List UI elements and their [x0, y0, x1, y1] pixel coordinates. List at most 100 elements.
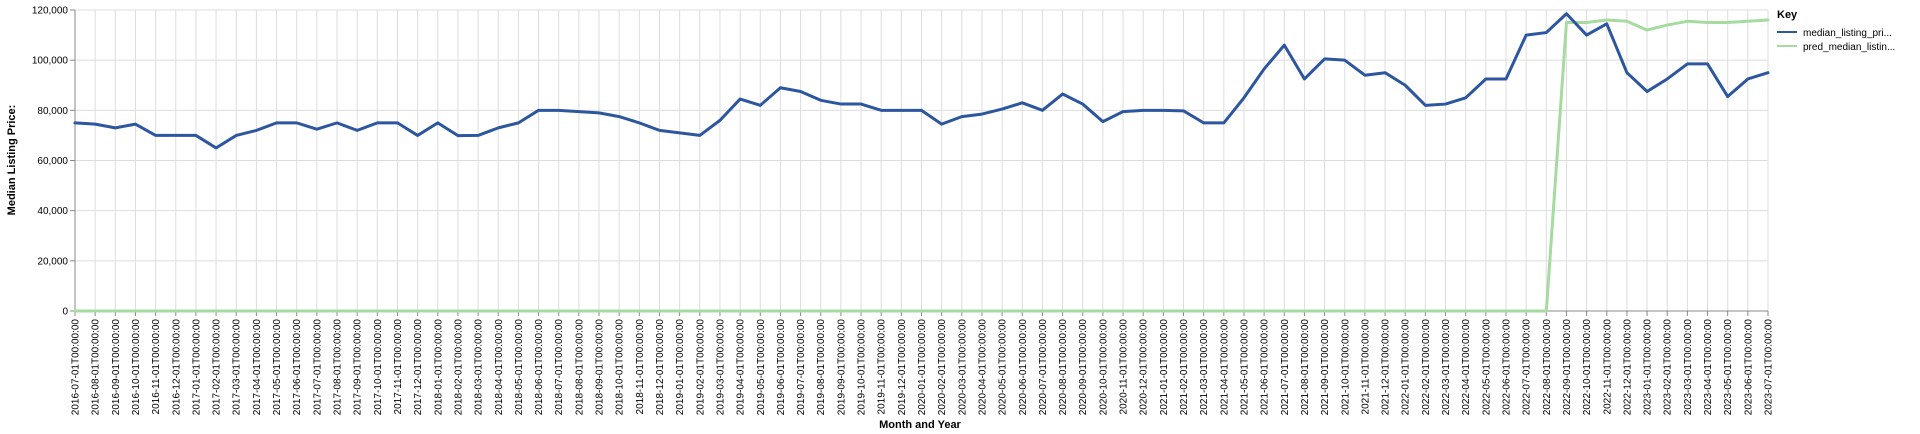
x-tick-label: 2021-06-01T00:00:00	[1260, 319, 1271, 416]
x-tick-label: 2019-06-01T00:00:00	[776, 319, 787, 416]
x-tick-label: 2022-02-01T00:00:00	[1421, 319, 1432, 416]
legend-label-median: median_listing_pri...	[1803, 28, 1892, 39]
x-tick-label: 2021-04-01T00:00:00	[1219, 319, 1230, 416]
y-tick-label: 80,000	[37, 106, 68, 117]
x-tick-label: 2019-09-01T00:00:00	[836, 319, 847, 416]
x-tick-label: 2019-10-01T00:00:00	[857, 319, 868, 416]
x-tick-label: 2021-03-01T00:00:00	[1199, 319, 1210, 416]
series-line-pred-median-listing-price	[73, 18, 1770, 313]
x-tick-label: 2020-11-01T00:00:00	[1119, 319, 1130, 415]
x-tick-label: 2018-08-01T00:00:00	[574, 319, 585, 416]
x-tick-label: 2017-05-01T00:00:00	[272, 319, 283, 416]
x-tick-label: 2016-11-01T00:00:00	[151, 319, 162, 415]
x-tick-label: 2018-05-01T00:00:00	[514, 319, 525, 416]
x-tick-label: 2022-09-01T00:00:00	[1562, 319, 1573, 416]
x-tick-label: 2021-11-01T00:00:00	[1360, 319, 1371, 415]
x-tick-label: 2018-02-01T00:00:00	[453, 319, 464, 416]
x-tick-label: 2017-10-01T00:00:00	[373, 319, 384, 416]
x-tick-label: 2018-09-01T00:00:00	[595, 319, 606, 416]
x-tick-label: 2018-03-01T00:00:00	[474, 319, 485, 416]
x-tick-label: 2021-12-01T00:00:00	[1381, 319, 1392, 416]
x-tick-label: 2022-06-01T00:00:00	[1501, 319, 1512, 416]
x-tick-label: 2020-02-01T00:00:00	[937, 319, 948, 416]
x-tick-label: 2023-03-01T00:00:00	[1683, 319, 1694, 416]
x-tick-label: 2017-11-01T00:00:00	[393, 319, 404, 415]
x-tick-label: 2022-05-01T00:00:00	[1481, 319, 1492, 416]
x-tick-label: 2018-04-01T00:00:00	[494, 319, 505, 416]
x-tick-label: 2019-07-01T00:00:00	[796, 319, 807, 416]
x-tick-label: 2021-10-01T00:00:00	[1340, 319, 1351, 416]
x-tick-label: 2022-01-01T00:00:00	[1401, 319, 1412, 416]
x-tick-label: 2020-05-01T00:00:00	[998, 319, 1009, 416]
x-tick-label: 2021-08-01T00:00:00	[1300, 319, 1311, 416]
x-tick-label: 2017-02-01T00:00:00	[212, 319, 223, 416]
x-tick-label: 2020-08-01T00:00:00	[1058, 319, 1069, 416]
x-tick-label: 2020-12-01T00:00:00	[1139, 319, 1150, 416]
y-axis: 0 20,000 40,000 60,000 80,000 100,000 120,000	[32, 6, 76, 318]
y-tick-label: 60,000	[37, 156, 68, 167]
y-tick-label: 20,000	[37, 256, 68, 267]
x-tick-label: 2019-05-01T00:00:00	[756, 319, 767, 416]
x-tick-label: 2020-10-01T00:00:00	[1098, 319, 1109, 416]
x-tick-label: 2022-04-01T00:00:00	[1461, 319, 1472, 416]
x-tick-label: 2022-03-01T00:00:00	[1441, 319, 1452, 416]
x-tick-label: 2020-06-01T00:00:00	[1018, 319, 1029, 416]
x-tick-label: 2022-11-01T00:00:00	[1602, 319, 1613, 415]
x-tick-label: 2018-01-01T00:00:00	[433, 319, 444, 416]
x-tick-label: 2023-01-01T00:00:00	[1643, 319, 1654, 416]
x-tick-label: 2018-06-01T00:00:00	[534, 319, 545, 416]
x-tick-label: 2017-07-01T00:00:00	[312, 319, 323, 416]
x-tick-label: 2019-03-01T00:00:00	[715, 319, 726, 416]
x-tick-label: 2023-06-01T00:00:00	[1743, 319, 1754, 416]
x-tick-label: 2019-08-01T00:00:00	[816, 319, 827, 416]
legend-title: Key	[1777, 9, 1798, 21]
y-tick-label: 120,000	[32, 6, 69, 17]
x-tick-label: 2020-01-01T00:00:00	[917, 319, 928, 416]
x-axis-title: Month and Year	[879, 419, 961, 431]
x-tick-label: 2019-01-01T00:00:00	[675, 319, 686, 416]
x-tick-label: 2020-03-01T00:00:00	[957, 319, 968, 416]
x-tick-label: 2018-10-01T00:00:00	[615, 319, 626, 416]
grid-lines	[74, 9, 1769, 312]
y-tick-label: 100,000	[32, 56, 69, 67]
y-tick-label: 40,000	[37, 206, 68, 217]
y-tick-label: 0	[62, 307, 68, 318]
x-tick-label: 2016-12-01T00:00:00	[171, 319, 182, 416]
series-layer	[73, 12, 1770, 313]
x-tick-label: 2017-01-01T00:00:00	[191, 319, 202, 416]
x-tick-label: 2022-08-01T00:00:00	[1542, 319, 1553, 416]
x-tick-label: 2021-02-01T00:00:00	[1179, 319, 1190, 416]
x-tick-label: 2022-12-01T00:00:00	[1622, 319, 1633, 416]
x-tick-label: 2016-07-01T00:00:00	[71, 319, 82, 416]
x-tick-label: 2021-05-01T00:00:00	[1239, 319, 1250, 416]
x-tick-label: 2017-06-01T00:00:00	[292, 319, 303, 416]
x-tick-label: 2023-07-01T00:00:00	[1764, 319, 1775, 416]
x-tick-label: 2017-09-01T00:00:00	[353, 319, 364, 416]
x-tick-label: 2019-04-01T00:00:00	[736, 319, 747, 416]
x-tick-label: 2022-10-01T00:00:00	[1582, 319, 1593, 416]
x-tick-label: 2021-07-01T00:00:00	[1280, 319, 1291, 416]
legend-label-pred: pred_median_listin...	[1803, 42, 1895, 53]
x-tick-label: 2016-09-01T00:00:00	[111, 319, 122, 416]
x-axis: 2016-07-01T00:00:00 2016-08-01T00:00:00 20…	[71, 310, 1775, 416]
x-tick-label: 2020-04-01T00:00:00	[977, 319, 988, 416]
x-tick-label: 2016-08-01T00:00:00	[91, 319, 102, 416]
x-tick-label: 2017-03-01T00:00:00	[232, 319, 243, 416]
legend: Key median_listing_pri... pred_median_li…	[1777, 9, 1895, 53]
y-axis-title: Median Listing Price:	[6, 105, 18, 216]
x-tick-label: 2023-02-01T00:00:00	[1663, 319, 1674, 416]
x-tick-label: 2021-09-01T00:00:00	[1320, 319, 1331, 416]
x-tick-label: 2022-07-01T00:00:00	[1522, 319, 1533, 416]
x-tick-label: 2018-07-01T00:00:00	[554, 319, 565, 416]
x-tick-label: 2017-08-01T00:00:00	[333, 319, 344, 416]
x-tick-label: 2021-01-01T00:00:00	[1159, 319, 1170, 416]
x-tick-label: 2023-05-01T00:00:00	[1723, 319, 1734, 416]
x-tick-label: 2020-07-01T00:00:00	[1038, 319, 1049, 416]
x-tick-label: 2017-12-01T00:00:00	[413, 319, 424, 416]
x-tick-label: 2018-12-01T00:00:00	[655, 319, 666, 416]
x-tick-label: 2023-04-01T00:00:00	[1703, 319, 1714, 416]
x-tick-label: 2019-02-01T00:00:00	[695, 319, 706, 416]
x-tick-label: 2016-10-01T00:00:00	[131, 319, 142, 416]
x-tick-label: 2019-12-01T00:00:00	[897, 319, 908, 416]
